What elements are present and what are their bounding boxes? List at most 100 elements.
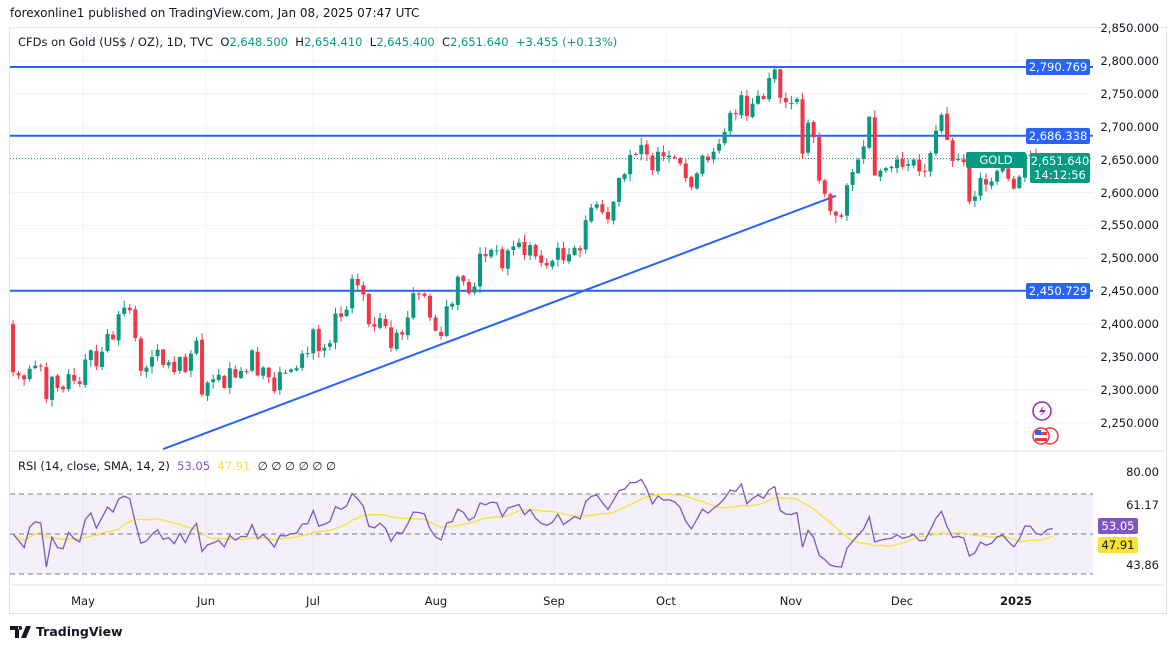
horizontal-levels [10,65,1093,292]
candle-body [350,278,355,309]
candle-body [322,347,327,351]
candle [277,366,282,395]
candle [956,153,961,162]
candle [150,349,154,374]
candle-body [233,369,238,378]
candle [711,148,716,164]
symbol-legend: CFDs on Gold (US$ / OZ), 1D, TVC O2,648.… [18,35,617,49]
candle [872,110,877,177]
candle [984,173,988,192]
candle-body [822,180,827,194]
candle [911,158,916,169]
candle-body [622,174,627,180]
candle [1006,166,1011,182]
candle [472,282,477,295]
candle-body [806,122,811,153]
candle-body [383,318,388,327]
candle [72,367,77,385]
candle [11,320,15,377]
candle [883,166,888,173]
candle-body [227,368,232,388]
candle [500,246,505,272]
candle-body [455,276,460,305]
candle [978,172,983,201]
candle-body [439,331,444,336]
symbol-title: CFDs on Gold (US$ / OZ), 1D, TVC [18,35,214,49]
candle [789,95,794,110]
rsi-legend: RSI (14, close, SMA, 14, 2) 53.05 47.91 … [18,459,336,473]
candle-body [967,161,972,202]
us-flag-event-icon[interactable] [1032,427,1059,445]
month-label: Nov [779,594,803,608]
candle [722,128,727,146]
candle [583,215,588,254]
candle-body [16,373,21,376]
candle [266,367,271,384]
candle-body [211,379,216,383]
candle [895,155,900,174]
candle [38,363,43,372]
candle [250,348,255,373]
candle-body [961,159,966,163]
tradingview-logo[interactable]: TradingView [10,624,123,639]
candle-body [655,151,660,172]
candle-body [27,368,32,380]
candle-body [650,155,655,171]
candle [650,152,655,175]
candle-body [533,244,538,257]
candle-body [99,351,104,367]
candle-body [550,260,555,267]
candle [861,140,866,164]
candle [728,110,733,136]
candle-body [644,144,649,155]
candle-body [700,155,705,174]
candle [411,287,416,320]
candle [533,243,538,260]
candle [550,259,555,270]
candle [689,175,694,191]
price-axis-label: 2,800.000 [1100,53,1159,68]
candle-body [767,78,772,100]
candle [939,112,944,134]
month-label: Aug [424,594,448,608]
candle-body [478,253,483,287]
candle-body [405,317,410,336]
candle [733,109,738,121]
candle-body [244,371,249,373]
candle [439,326,444,340]
lightning-icon[interactable] [1032,401,1052,421]
candle [322,344,327,358]
price-axis-label: 2,250.000 [1100,415,1159,430]
level-badge: 2,686.338 [1026,127,1090,144]
candle-body [756,95,761,104]
price-axis-label: 2,400.000 [1100,317,1159,332]
candle-body [411,293,416,318]
candle-body [327,343,332,347]
high-label: H [295,35,304,49]
candle [739,91,744,119]
candle [950,137,955,168]
countdown: 14:12:56 [1034,168,1086,182]
candle-body [294,368,299,371]
candle-body [661,152,666,157]
open-label: O [220,35,230,49]
candle-body [172,361,177,373]
candle-body [38,365,43,367]
candle [578,245,583,258]
candle [161,348,166,368]
candle-body [428,295,432,318]
candle [116,310,121,346]
rsi-value-badge: 53.05 [1098,518,1138,534]
candle-body [522,241,527,256]
candle-body [133,309,138,338]
footer-brand: TradingView [36,624,123,639]
candle-body [238,370,243,378]
candle-body [945,113,950,140]
candle-body [800,99,805,154]
candle [16,370,21,379]
price-axis-label: 2,450.000 [1100,284,1159,299]
candle [422,292,427,298]
candle [105,329,110,353]
candle-body [49,376,54,400]
